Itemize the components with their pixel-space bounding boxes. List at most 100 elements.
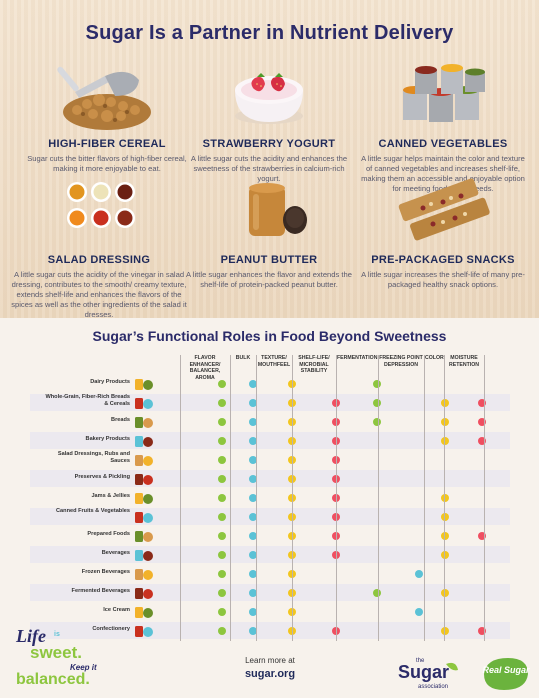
table-row: Frozen Beverages xyxy=(30,565,510,582)
row-label: Breads xyxy=(111,417,130,423)
canned-vegetables-icon xyxy=(383,56,503,134)
table-row: Jams & Jellies xyxy=(30,489,510,506)
role-dot-blue xyxy=(249,417,257,426)
role-dot-green xyxy=(218,417,226,426)
column-divider xyxy=(378,355,379,641)
column-header: FERMENTATION xyxy=(337,355,378,361)
table-row: Canned Fruits & Vegetables xyxy=(30,508,510,525)
row-label: Confectionery xyxy=(92,626,130,632)
column-divider xyxy=(444,355,445,641)
role-dot-green xyxy=(218,550,226,559)
role-dot-red xyxy=(478,398,486,407)
assoc-the: the xyxy=(416,658,425,664)
card-peanut-butter: PEANUT BUTTER A little sugar enhances th… xyxy=(184,172,354,290)
column-header: MOISTURE RETENTION xyxy=(449,355,479,368)
role-dot-blue xyxy=(249,512,257,521)
role-dot-green xyxy=(218,474,226,483)
card-text: Sugar cuts the bitter flavors of high-fi… xyxy=(27,154,187,173)
role-dot-yellow xyxy=(441,626,449,635)
role-dot-yellow xyxy=(441,417,449,426)
column-divider xyxy=(424,355,425,641)
card-high-fiber-cereal: HIGH-FIBER CEREAL Sugar cuts the bitter … xyxy=(22,56,192,174)
row-label: Bakery Products xyxy=(85,436,130,442)
role-dot-blue xyxy=(249,474,257,483)
frozen-drink-icon xyxy=(134,566,154,581)
meal-container-icon xyxy=(134,528,154,543)
column-header: SHELF-LIFE/ MICROBIAL STABILITY xyxy=(298,355,330,374)
table-row: Beverages xyxy=(30,546,510,563)
role-dot-blue xyxy=(249,550,257,559)
table-row: Dairy Products xyxy=(30,375,510,392)
column-header: TEXTURE/ MOUTHFEEL xyxy=(257,355,291,368)
column-divider xyxy=(256,355,257,641)
row-label: Preserves & Pickling xyxy=(74,474,130,480)
card-text: A little sugar helps maintain the color … xyxy=(361,154,525,193)
column-divider xyxy=(292,355,293,641)
role-dot-red xyxy=(478,626,486,635)
column-header: COLOR xyxy=(425,355,444,361)
card-title: PRE-PACKAGED SNACKS xyxy=(371,254,515,266)
card-text: A little sugar cuts the acidity and enha… xyxy=(190,154,348,183)
ice-cream-icon xyxy=(134,604,154,619)
peanut-butter-jar-icon xyxy=(209,172,329,250)
slogan-keep: Keep it xyxy=(70,663,97,672)
page-title: Sugar Is a Partner in Nutrient Delivery xyxy=(85,22,454,44)
role-dot-green xyxy=(218,493,226,502)
role-dot-green xyxy=(218,607,226,616)
card-strawberry-yogurt: STRAWBERRY YOGURT A little sugar cuts th… xyxy=(184,56,354,184)
row-label: Frozen Beverages xyxy=(81,569,130,575)
learn-more-label: Learn more at xyxy=(245,656,295,665)
table-row: Bakery Products xyxy=(30,432,510,449)
slogan-sweet: sweet. xyxy=(30,643,82,662)
role-dot-blue xyxy=(249,607,257,616)
role-dot-yellow xyxy=(441,436,449,445)
role-dot-red xyxy=(478,417,486,426)
role-dot-blue xyxy=(415,607,423,616)
assoc-sugar: Sugar xyxy=(398,662,449,682)
role-dot-blue xyxy=(249,493,257,502)
role-dot-green xyxy=(218,569,226,578)
card-title: PEANUT BUTTER xyxy=(220,254,318,266)
card-text: A little sugar cuts the acidity of the v… xyxy=(11,270,187,319)
role-dot-yellow xyxy=(441,512,449,521)
granola-bar-icon xyxy=(383,172,503,250)
role-dot-green xyxy=(218,531,226,540)
card-canned-vegetables: CANNED VEGETABLES A little sugar helps m… xyxy=(358,56,528,194)
card-pre-packaged-snacks: PRE-PACKAGED SNACKS A little sugar incre… xyxy=(358,172,528,290)
column-divider xyxy=(336,355,337,641)
row-label: Ice Cream xyxy=(103,607,130,613)
card-title: STRAWBERRY YOGURT xyxy=(202,138,336,150)
learn-more-link[interactable]: sugar.org xyxy=(244,668,296,680)
role-dot-blue xyxy=(249,588,257,597)
column-header: FLAVOR ENHANCER/ BALANCER, AROMA xyxy=(189,355,221,381)
role-dot-yellow xyxy=(441,398,449,407)
role-dot-green xyxy=(218,512,226,521)
table-row: Preserves & Pickling xyxy=(30,470,510,487)
column-divider xyxy=(180,355,181,641)
role-dot-green xyxy=(218,588,226,597)
dressing-cups-icon xyxy=(39,172,159,250)
card-title: SALAD DRESSING xyxy=(47,254,151,266)
sauce-bottles-icon xyxy=(134,452,154,467)
row-label: Whole-Grain, Fiber-Rich Breads & Cereals xyxy=(45,394,130,407)
column-divider xyxy=(230,355,231,641)
life-is-sweet-logo: Life is sweet. Keep it balanced. xyxy=(12,622,112,690)
role-dot-yellow xyxy=(441,588,449,597)
row-label: Prepared Foods xyxy=(87,531,130,537)
functional-roles-table: Dairy Products Whole-Grain, Fiber-Rich Br… xyxy=(30,355,510,645)
role-dot-blue xyxy=(249,626,257,635)
row-label: Canned Fruits & Vegetables xyxy=(56,508,130,514)
row-label: Jams & Jellies xyxy=(91,493,130,499)
role-dot-blue xyxy=(415,569,423,578)
role-dot-green xyxy=(218,626,226,635)
card-salad-dressing: SALAD DRESSING A little sugar cuts the a… xyxy=(8,172,190,320)
role-dot-red xyxy=(478,531,486,540)
table-title: Sugar’s Functional Roles in Food Beyond … xyxy=(92,328,447,344)
role-dot-blue xyxy=(249,455,257,464)
card-text: A little sugar enhances the flavor and e… xyxy=(186,270,352,289)
role-dot-green xyxy=(373,398,381,407)
drink-cups-icon xyxy=(134,547,154,562)
yogurt-bowl-icon xyxy=(209,56,329,134)
role-dot-yellow xyxy=(441,493,449,502)
role-dot-blue xyxy=(249,569,257,578)
